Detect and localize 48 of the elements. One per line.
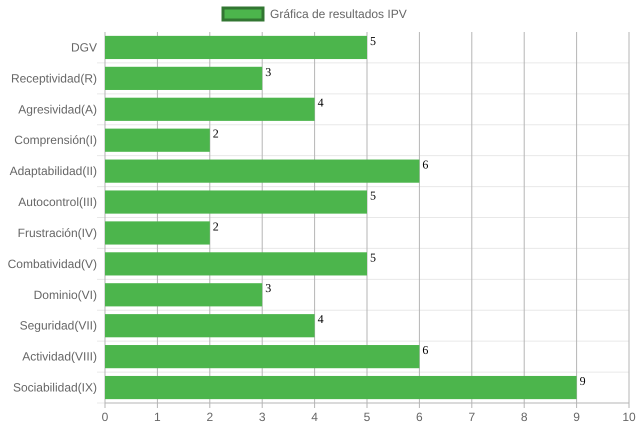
x-tick-label: 4 [311, 410, 318, 424]
x-tick-label: 8 [520, 410, 528, 424]
y-tick-label: Actividad(VIII) [22, 350, 97, 364]
data-label: 5 [370, 188, 376, 202]
y-tick-label: Combatividad(V) [8, 256, 97, 271]
bar [105, 128, 210, 152]
x-tick-label: 7 [468, 410, 476, 424]
x-tick-label: 10 [622, 410, 636, 424]
bar [105, 283, 262, 306]
x-tick-label: 6 [416, 410, 424, 424]
x-tick-label: 2 [206, 410, 214, 424]
y-tick-label: DGV [70, 40, 97, 54]
y-tick-label: Receptividad(R) [10, 71, 97, 86]
bar [105, 36, 367, 60]
y-tick-label: Seguridad(VII) [20, 318, 97, 333]
bar [105, 190, 367, 214]
bar [105, 314, 315, 338]
x-tick-label: 3 [258, 410, 266, 424]
y-tick-label: Sociabilidad(IX) [12, 380, 97, 395]
x-tick-label: 5 [364, 410, 371, 424]
data-label: 5 [370, 250, 376, 264]
bar [105, 221, 210, 245]
data-label: 5 [370, 34, 376, 48]
y-tick-label: Agresividad(A) [18, 102, 97, 116]
x-tick-label: 0 [102, 410, 109, 424]
y-tick-label: Adaptabilidad(II) [10, 164, 97, 178]
x-tick-label: 1 [154, 410, 162, 424]
data-label: 4 [318, 96, 324, 110]
x-tick-label: 9 [573, 410, 580, 424]
y-tick-label: Comprensión(I) [14, 133, 97, 148]
data-label: 3 [265, 281, 272, 296]
data-label: 9 [580, 374, 586, 388]
bar [105, 376, 577, 400]
data-label: 4 [318, 312, 324, 326]
data-label: 6 [422, 343, 428, 358]
bar [105, 345, 420, 368]
legend-label: Gráfica de resultados IPV [270, 7, 407, 21]
y-tick-label: Dominio(VI) [34, 288, 97, 302]
bar [105, 98, 315, 121]
data-label: 2 [212, 219, 219, 234]
bar [105, 160, 420, 183]
y-tick-label: Autocontrol(III) [18, 195, 97, 210]
data-label: 6 [422, 158, 428, 172]
bar [105, 66, 262, 90]
bar [105, 252, 367, 276]
data-label: 3 [265, 64, 272, 79]
y-tick-label: Frustración(IV) [18, 226, 97, 240]
data-label: 2 [212, 126, 219, 141]
